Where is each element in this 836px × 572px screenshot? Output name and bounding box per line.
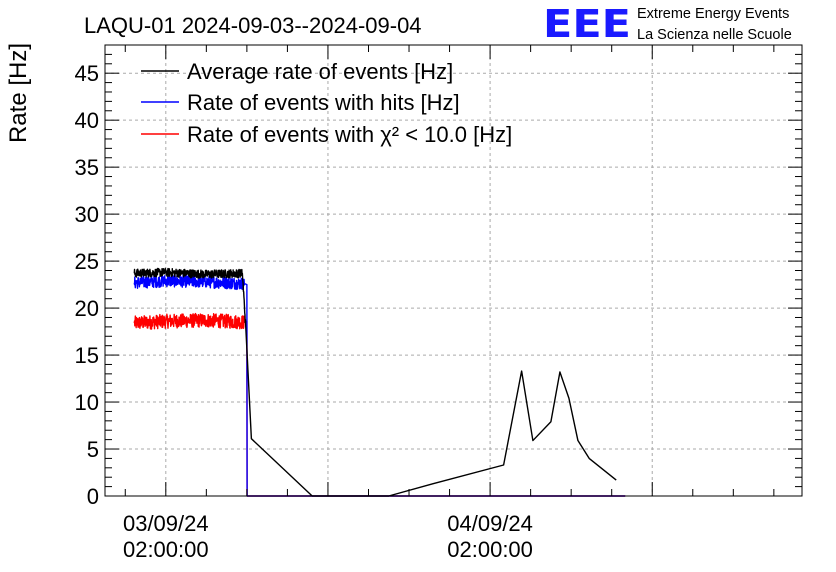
y-tick-label: 35 xyxy=(75,155,99,180)
y-tick-label: 40 xyxy=(75,108,99,133)
y-tick-label: 20 xyxy=(75,296,99,321)
x-tick-label-date: 04/09/24 xyxy=(447,511,533,536)
y-tick-label: 45 xyxy=(75,61,99,86)
y-tick-label: 15 xyxy=(75,343,99,368)
y-tick-label: 30 xyxy=(75,202,99,227)
logo-line-1: Extreme Energy Events xyxy=(637,6,789,22)
series-line-average xyxy=(133,267,617,497)
y-tick-label: 10 xyxy=(75,390,99,415)
y-tick-label: 25 xyxy=(75,249,99,274)
x-tick-label-date: 03/09/24 xyxy=(123,511,209,536)
axis-ticks xyxy=(105,45,802,497)
eee-logo-text: EEE xyxy=(543,2,631,46)
legend: Average rate of events [Hz] Rate of even… xyxy=(141,59,512,147)
y-tick-label: 5 xyxy=(87,437,99,462)
grid xyxy=(105,45,802,496)
x-tick-label-time: 02:00:00 xyxy=(123,537,209,562)
chart-title: LAQU-01 2024-09-03--2024-09-04 xyxy=(84,13,422,38)
logo-line-2: La Scienza nelle Scuole xyxy=(637,27,792,43)
legend-label-average: Average rate of events [Hz] xyxy=(187,59,453,84)
series-line-chi2 xyxy=(133,312,626,497)
legend-label-hits: Rate of events with hits [Hz] xyxy=(187,90,460,115)
y-tick-label: 0 xyxy=(87,484,99,509)
series-group xyxy=(133,267,626,497)
series-line-hits xyxy=(133,274,626,497)
x-tick-label-time: 02:00:00 xyxy=(447,537,533,562)
y-axis-label: Rate [Hz] xyxy=(5,43,32,143)
tick-labels: 05101520253035404503/09/2402:00:0004/09/… xyxy=(75,61,533,562)
legend-label-chi2: Rate of events with χ² < 10.0 [Hz] xyxy=(187,122,512,147)
